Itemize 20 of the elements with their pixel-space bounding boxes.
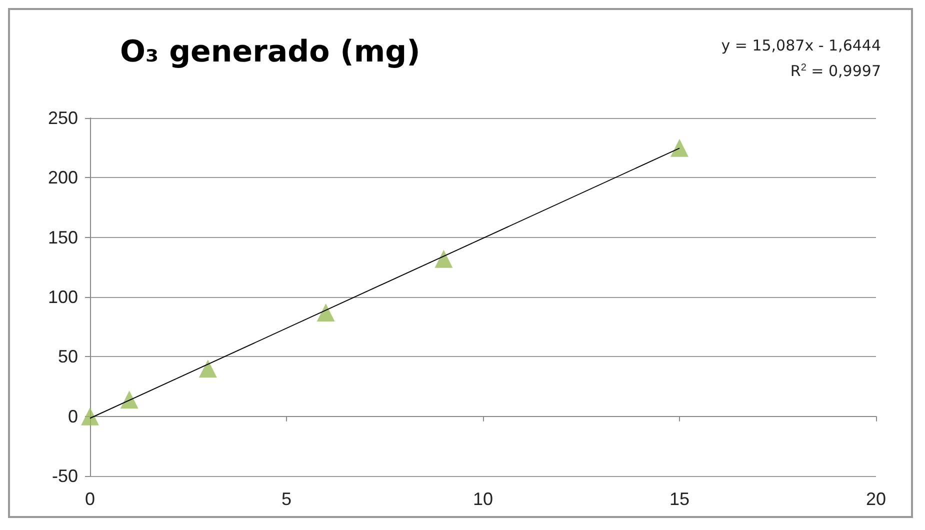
- point: [198, 360, 217, 378]
- point: [434, 250, 453, 268]
- point: [316, 304, 335, 322]
- x-tick-label: 15: [669, 489, 690, 509]
- point: [670, 138, 688, 157]
- y-tick-label: 250: [48, 108, 78, 128]
- x-tick-label: 5: [281, 489, 292, 509]
- y-tick-label: 0: [68, 406, 78, 426]
- point: [81, 407, 99, 426]
- y-tick-label: 150: [48, 227, 78, 248]
- x-tick-label: 0: [84, 489, 96, 509]
- y-tick-label: -50: [52, 466, 78, 486]
- x-tick-label: 10: [472, 489, 494, 509]
- y-tick-label: 200: [48, 168, 78, 188]
- chart-title: O₃ generado (mg): [120, 34, 420, 70]
- y-tick-label: 50: [58, 346, 78, 367]
- x-tick-label: 20: [866, 489, 886, 509]
- point: [120, 390, 138, 409]
- text: y = 15,087x - 1,6444: [721, 36, 882, 54]
- y-tick-label: 100: [48, 287, 78, 307]
